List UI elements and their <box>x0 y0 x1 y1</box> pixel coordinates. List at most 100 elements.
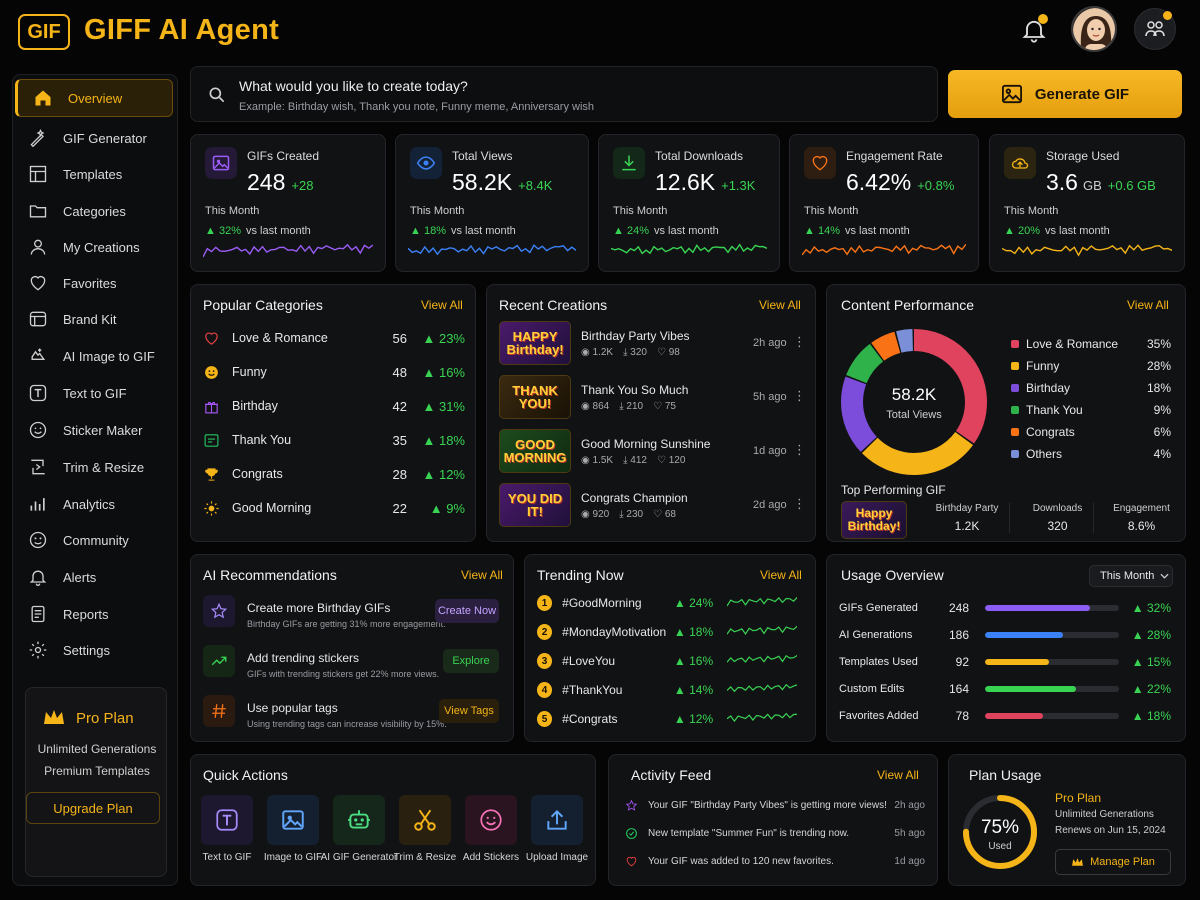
usage-bar <box>985 632 1119 638</box>
stat-period: This Month <box>613 205 668 217</box>
quick-action-icon-wrap <box>267 795 319 845</box>
plan-usage-percent: 75% <box>980 817 1020 838</box>
creation-row[interactable]: YOU DID IT! Congrats Champion ◉ 920 ⤓ 230 ♡ … <box>487 285 815 541</box>
creation-row[interactable]: HAPPY Birthday! Birthday Party Vibes ◉ 1.2… <box>487 285 815 541</box>
creation-thumbnail[interactable]: HAPPY Birthday! <box>499 321 571 365</box>
view-all-link[interactable]: View All <box>421 298 463 312</box>
trending-row[interactable]: 4 #ThankYou ▲ 14% <box>537 678 798 702</box>
top-gif-thumbnail[interactable]: Happy Birthday! <box>841 501 907 539</box>
quick-action-trim-resize[interactable]: Trim & Resize <box>394 795 456 864</box>
stat-trend: ▲ 24% vs last month <box>613 225 719 237</box>
sidebar-item-categories[interactable]: Categories <box>13 192 177 230</box>
sidebar-item-community[interactable]: Community <box>13 521 177 559</box>
manage-plan-button[interactable]: Manage Plan <box>1055 849 1171 875</box>
category-name: Thank You <box>232 433 292 447</box>
quick-action-image-to-gif[interactable]: Image to GIF <box>264 795 322 864</box>
creation-thumbnail[interactable]: GOOD MORNING <box>499 429 571 473</box>
donut-slice-love-romance[interactable] <box>841 329 987 475</box>
sidebar-item-brand-kit[interactable]: Brand Kit <box>13 300 177 338</box>
donut-slice-birthday[interactable] <box>841 329 987 475</box>
recommendation-button[interactable]: Create Now <box>435 599 499 623</box>
quick-action-upload-image[interactable]: Upload Image <box>526 795 588 864</box>
sidebar-item-overview[interactable]: Overview <box>15 79 173 117</box>
creation-thumbnail[interactable]: THANK YOU! <box>499 375 571 419</box>
top-gif-stat-label: Downloads <box>1032 503 1083 514</box>
creation-title: Thank You So Much <box>581 383 689 397</box>
sidebar-item-sticker-maker[interactable]: Sticker Maker <box>13 411 177 449</box>
avatar[interactable] <box>1071 6 1117 52</box>
category-name: Funny <box>232 365 267 379</box>
sparkline <box>408 244 576 256</box>
sidebar-item-my-creations[interactable]: My Creations <box>13 228 177 266</box>
view-all-link[interactable]: View All <box>760 568 802 582</box>
view-all-link[interactable]: View All <box>877 768 919 782</box>
brand-icon <box>29 311 47 327</box>
view-all-link[interactable]: View All <box>1127 298 1169 312</box>
team-button[interactable] <box>1134 8 1176 50</box>
notifications-button[interactable] <box>1020 14 1050 46</box>
recommendation-subtitle: GIFs with trending stickers get 22% more… <box>247 669 440 679</box>
sidebar-item-reports[interactable]: Reports <box>13 595 177 633</box>
category-row[interactable]: Congrats 28 ▲ 12% <box>203 457 465 491</box>
trending-row[interactable]: 1 #GoodMorning ▲ 24% <box>537 591 798 615</box>
card-title: Content Performance <box>841 297 975 313</box>
templates-icon-wrap <box>27 163 49 185</box>
sidebar-item-templates[interactable]: Templates <box>13 155 177 193</box>
usage-name: Templates Used <box>839 656 918 668</box>
likes-count: 98 <box>668 347 680 358</box>
quick-action-add-stickers[interactable]: Add Stickers <box>463 795 519 864</box>
trending-trend: ▲ 14% <box>674 683 727 697</box>
sidebar-item-trim-resize[interactable]: Trim & Resize <box>13 448 177 486</box>
prompt-search-box[interactable]: What would you like to create today? Exa… <box>190 66 938 122</box>
category-row[interactable]: Love & Romance 56 ▲ 23% <box>203 321 465 355</box>
community-icon-wrap <box>27 529 49 551</box>
recommendation-button[interactable]: Explore <box>443 649 499 673</box>
sidebar-item-gif-generator[interactable]: GIF Generator <box>13 119 177 157</box>
more-options-icon[interactable]: ⋮ <box>793 334 806 349</box>
donut-slice-funny[interactable] <box>841 329 987 475</box>
category-row[interactable]: Good Morning 22 ▲ 9% <box>203 491 465 525</box>
up-arrow-icon: ▲ <box>205 225 219 237</box>
quick-action-ai-gif-generator[interactable]: AI GIF Generator <box>321 795 397 864</box>
heart-icon <box>30 275 46 291</box>
upgrade-plan-button[interactable]: Upgrade Plan <box>26 792 160 824</box>
generate-gif-button[interactable]: Generate GIF <box>948 70 1182 118</box>
more-options-icon[interactable]: ⋮ <box>793 388 806 403</box>
category-row[interactable]: Funny 48 ▲ 16% <box>203 355 465 389</box>
category-row[interactable]: Birthday 42 ▲ 31% <box>203 389 465 423</box>
view-all-link[interactable]: View All <box>461 568 503 582</box>
creation-row[interactable]: GOOD MORNING Good Morning Sunshine ◉ 1.5K ⤓… <box>487 285 815 541</box>
activity-row: Your GIF was added to 120 new favorites.… <box>625 851 925 871</box>
category-pct: 31% <box>438 398 465 414</box>
period-select[interactable]: This Month <box>1089 565 1173 587</box>
sidebar-item-settings[interactable]: Settings <box>13 631 177 669</box>
legend-value: 4% <box>1153 447 1171 461</box>
image-icon <box>282 810 304 830</box>
generate-gif-label: Generate GIF <box>1034 85 1130 103</box>
sidebar-item-label: Community <box>63 532 129 548</box>
sidebar-item-ai-image-to-gif[interactable]: AI Image to GIF <box>13 337 177 375</box>
creation-row[interactable]: THANK YOU! Thank You So Much ◉ 864 ⤓ 210 ♡ 7… <box>487 285 815 541</box>
sidebar-item-alerts[interactable]: Alerts <box>13 558 177 596</box>
sidebar-item-text-to-gif[interactable]: Text to GIF <box>13 374 177 412</box>
quick-action-text-to-gif[interactable]: Text to GIF <box>201 795 253 864</box>
trending-pct: 18% <box>689 625 714 639</box>
sidebar-item-analytics[interactable]: Analytics <box>13 485 177 523</box>
trending-row[interactable]: 2 #MondayMotivation ▲ 18% <box>537 620 798 644</box>
likes-count: 120 <box>668 455 686 466</box>
recommendation-button[interactable]: View Tags <box>439 699 499 723</box>
stat-change: +1.3K <box>721 178 756 193</box>
category-row[interactable]: Thank You 35 ▲ 18% <box>203 423 465 457</box>
trending-row[interactable]: 3 #LoveYou ▲ 16% <box>537 649 798 673</box>
view-all-link[interactable]: View All <box>759 298 801 312</box>
legend-value: 6% <box>1153 425 1171 439</box>
stat-value-line: 248 +28 <box>247 169 313 196</box>
more-options-icon[interactable]: ⋮ <box>793 496 806 511</box>
stat-period: This Month <box>1004 205 1059 217</box>
more-options-icon[interactable]: ⋮ <box>793 442 806 457</box>
stat-change: +8.4K <box>518 178 553 193</box>
creation-thumbnail[interactable]: YOU DID IT! <box>499 483 571 527</box>
sidebar-item-favorites[interactable]: Favorites <box>13 264 177 302</box>
up-arrow-icon: ▲ <box>673 654 690 668</box>
trending-row[interactable]: 5 #Congrats ▲ 12% <box>537 707 798 731</box>
